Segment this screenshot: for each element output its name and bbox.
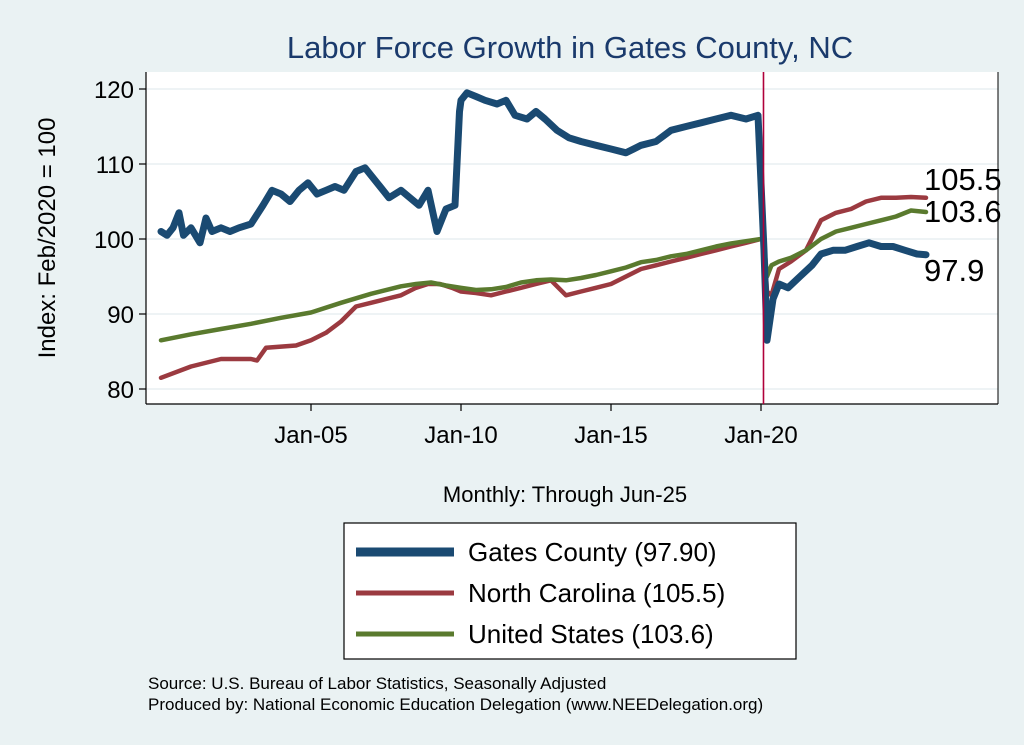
- x-tick-label: Jan-20: [724, 422, 797, 449]
- chart-title: Labor Force Growth in Gates County, NC: [287, 30, 853, 65]
- legend-label-united-states: United States (103.6): [468, 619, 714, 649]
- y-axis-label: Index: Feb/2020 = 100: [34, 118, 61, 359]
- x-tick-label: Jan-15: [574, 422, 647, 449]
- x-ticks: Jan-05 Jan-10 Jan-15 Jan-20: [274, 404, 798, 449]
- end-label-gates-county: 97.9: [924, 253, 984, 288]
- series-line-gates-county: [157, 89, 930, 344]
- plot-area: [146, 72, 998, 404]
- y-tick-label: 110: [96, 152, 134, 179]
- end-label-united-states: 103.6: [924, 194, 1002, 229]
- legend-label-north-carolina: North Carolina (105.5): [468, 578, 725, 608]
- legend-label-gates-county: Gates County (97.90): [468, 537, 717, 567]
- producer-note: Produced by: National Economic Education…: [148, 695, 763, 714]
- x-tick-label: Jan-10: [424, 422, 497, 449]
- legend: Gates County (97.90) North Carolina (105.…: [343, 522, 797, 660]
- gridlines: [146, 88, 998, 390]
- x-axis-label: Monthly: Through Jun-25: [443, 482, 687, 507]
- x-tick-label: Jan-05: [274, 422, 347, 449]
- series-line-united-states: [158, 208, 929, 343]
- end-label-north-carolina: 105.5: [924, 162, 1002, 197]
- y-ticks: 80 90 100 110 120: [94, 77, 146, 404]
- y-tick-label: 100: [94, 227, 134, 254]
- source-note: Source: U.S. Bureau of Labor Statistics,…: [148, 674, 606, 693]
- series-lines: [157, 89, 930, 381]
- y-tick-label: 120: [94, 77, 134, 104]
- y-tick-label: 80: [107, 377, 134, 404]
- y-tick-label: 90: [107, 302, 134, 329]
